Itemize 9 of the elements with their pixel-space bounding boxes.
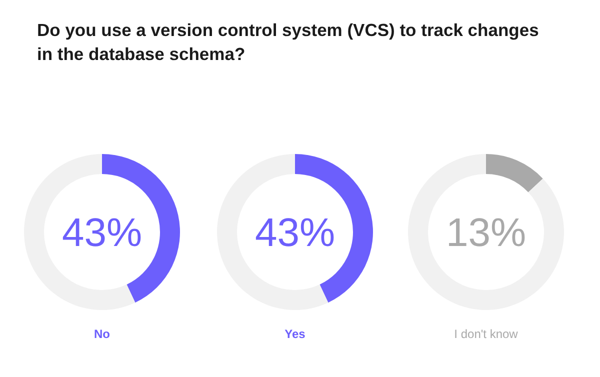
text: Yes — [284, 327, 306, 341]
text: I don't know — [454, 327, 518, 341]
text: 13% — [446, 211, 526, 255]
donut-slice — [486, 154, 543, 192]
text: 43% — [254, 211, 336, 255]
text: 43% — [62, 211, 142, 255]
donut-slice — [408, 154, 564, 310]
text: No — [94, 327, 110, 341]
text: Do you use a version control system (VCS) to track changes in the database schema? — [37, 20, 540, 64]
